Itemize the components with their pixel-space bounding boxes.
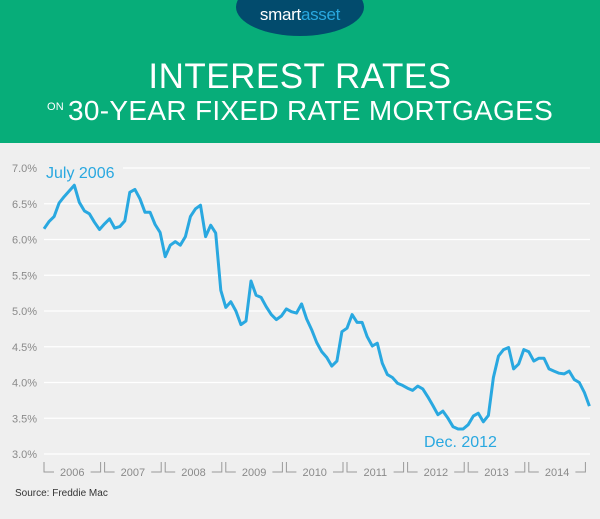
bracket-left	[346, 462, 357, 473]
x-tick-label: 2010	[302, 467, 326, 479]
bracket-left	[104, 462, 115, 473]
x-tick-label: 2008	[181, 467, 205, 479]
bracket-right	[211, 462, 223, 473]
bracket-right	[575, 462, 586, 473]
chart-subtitle: ON 30-YEAR FIXED RATE MORTGAGES	[0, 95, 600, 127]
series-line	[42, 183, 591, 431]
y-tick-label: 5.0%	[12, 306, 37, 318]
y-tick-label: 4.0%	[12, 378, 37, 390]
line-chart: 7.0% 6.5% 6.0% 5.5% 5.0% 4.5% 4.0% 3.5% 3.0% 200…	[12, 163, 591, 479]
bracket-left	[225, 462, 236, 473]
x-tick-label: 2007	[121, 467, 145, 479]
x-tick-label: 2011	[363, 467, 387, 479]
bracket-left	[528, 462, 539, 473]
x-year-bracket: 2007	[104, 462, 162, 479]
annotation-low: Dec. 2012	[424, 434, 497, 451]
y-tick-label: 4.5%	[12, 342, 37, 354]
x-year-bracket: 2012	[407, 462, 465, 479]
chart-title: INTEREST RATES	[148, 57, 452, 96]
x-year-bracket: 2013	[467, 462, 526, 479]
annotations: July 2006 Dec. 2012	[46, 165, 497, 451]
logo-text-smart: smart	[259, 5, 301, 24]
bracket-right	[90, 462, 102, 473]
bracket-left	[164, 462, 176, 473]
y-axis: 7.0% 6.5% 6.0% 5.5% 5.0% 4.5% 4.0% 3.5% 3.0%	[12, 163, 37, 461]
x-year-bracket: 2014	[528, 462, 586, 479]
x-year-bracket: 2010	[285, 462, 344, 479]
x-tick-label: 2013	[484, 467, 508, 479]
gridlines	[44, 167, 590, 455]
subtitle-prefix: ON	[46, 101, 65, 113]
x-year-bracket: 2006	[43, 462, 102, 479]
x-tick-label: 2014	[545, 467, 569, 479]
bracket-left	[407, 462, 418, 473]
smartasset-logo: smartasset	[236, 0, 364, 36]
x-tick-label: 2006	[60, 467, 84, 479]
x-tick-label: 2009	[242, 467, 266, 479]
y-tick-label: 7.0%	[12, 163, 37, 175]
x-year-bracket: 2008	[164, 462, 223, 479]
bracket-left	[467, 462, 479, 473]
bracket-right	[393, 462, 405, 473]
x-year-bracket: 2009	[225, 462, 283, 479]
subtitle-text: 30-YEAR FIXED RATE MORTGAGES	[68, 95, 554, 126]
bracket-right	[514, 462, 526, 473]
x-tick-label: 2012	[424, 467, 448, 479]
annotation-peak: July 2006	[46, 165, 115, 182]
header-banner: smartasset INTEREST RATES ON 30-YEAR FIXE…	[0, 0, 600, 143]
logo-text-asset: asset	[300, 5, 341, 24]
x-year-bracket: 2011	[346, 462, 405, 479]
y-tick-label: 3.5%	[12, 413, 37, 425]
y-tick-label: 5.5%	[12, 270, 37, 282]
bracket-right	[454, 462, 465, 473]
bracket-right	[151, 462, 162, 473]
source-note: Source: Freddie Mac	[15, 488, 108, 499]
y-tick-label: 6.0%	[12, 235, 37, 247]
bracket-left	[43, 462, 54, 473]
y-tick-label: 6.5%	[12, 199, 37, 211]
y-tick-label: 3.0%	[12, 449, 37, 461]
bracket-right	[272, 462, 283, 473]
bracket-left	[285, 462, 297, 473]
x-axis: 2006 2007 2008 2009 2010 2011 2012 2013 2014	[43, 462, 586, 479]
bracket-right	[333, 462, 344, 473]
